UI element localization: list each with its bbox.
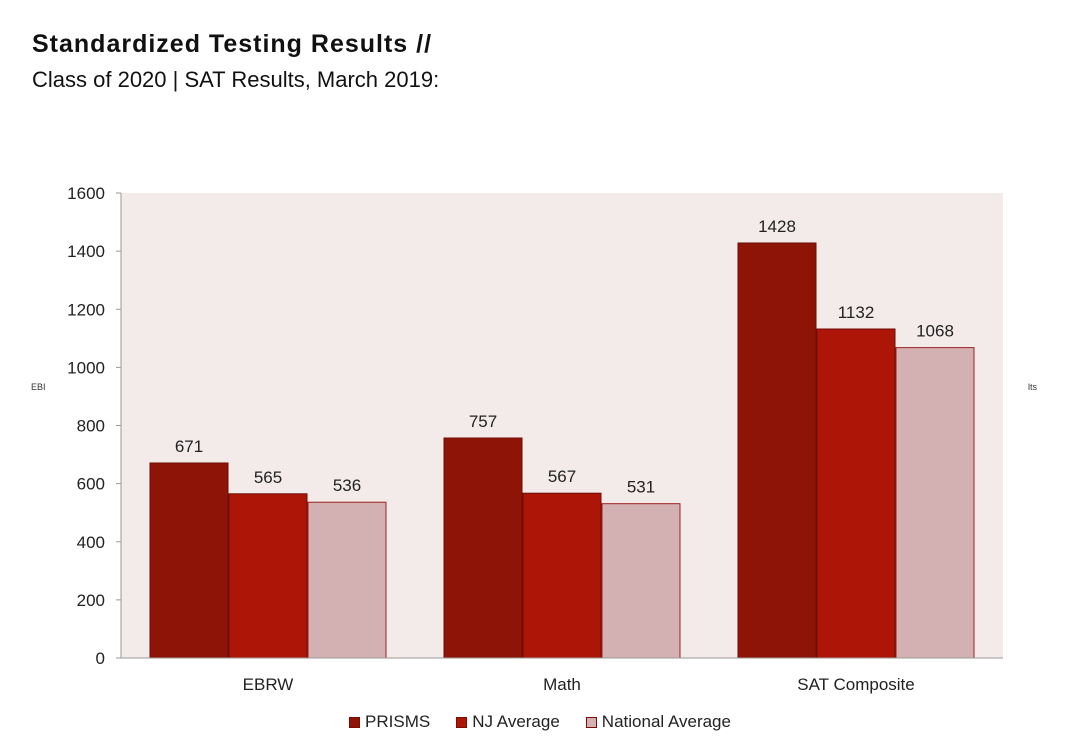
- y-tick-label: 1000: [67, 358, 105, 377]
- bar: [149, 462, 229, 659]
- y-tick-label: 1200: [67, 300, 105, 319]
- bar: [443, 437, 523, 659]
- legend-swatch: [585, 716, 597, 728]
- bar: [737, 242, 817, 659]
- x-category-label: EBRW: [243, 675, 294, 694]
- stray-text-left: EBI: [31, 382, 46, 392]
- data-label: 531: [627, 478, 655, 497]
- y-tick-label: 600: [77, 475, 105, 494]
- y-tick-label: 0: [96, 649, 105, 668]
- legend-swatch: [349, 716, 361, 728]
- page-title: Standardized Testing Results //: [32, 30, 433, 58]
- bar: [522, 492, 602, 659]
- legend-label: PRISMS: [365, 712, 431, 731]
- x-category-label: Math: [543, 675, 581, 694]
- data-label: 567: [548, 467, 576, 486]
- data-label: 1428: [758, 217, 796, 236]
- page-subtitle: Class of 2020 | SAT Results, March 2019:: [32, 67, 440, 92]
- legend-swatch: [456, 716, 468, 728]
- data-label: 1132: [838, 303, 875, 322]
- bar: [601, 503, 681, 659]
- chart-legend: PRISMS NJ Average National Average: [0, 712, 1080, 732]
- y-tick-label: 800: [77, 417, 105, 436]
- legend-label: NJ Average: [472, 712, 560, 731]
- legend-item: NJ Average: [456, 712, 560, 732]
- bar: [228, 493, 308, 659]
- data-label: 1068: [916, 322, 954, 341]
- stray-text-right: lts: [1028, 382, 1037, 392]
- y-tick-label: 1600: [67, 184, 105, 203]
- y-tick-label: 1400: [67, 242, 105, 261]
- y-tick-label: 200: [77, 591, 105, 610]
- bar: [895, 347, 975, 659]
- legend-item: National Average: [585, 712, 731, 732]
- y-tick-label: 400: [77, 533, 105, 552]
- data-label: 671: [175, 437, 203, 456]
- data-label: 565: [254, 468, 282, 487]
- data-label: 757: [469, 412, 497, 431]
- x-category-label: SAT Composite: [797, 675, 914, 694]
- bar: [307, 501, 387, 659]
- legend-label: National Average: [601, 712, 731, 731]
- bar: [816, 328, 896, 659]
- legend-item: PRISMS: [349, 712, 430, 732]
- data-label: 536: [333, 476, 361, 495]
